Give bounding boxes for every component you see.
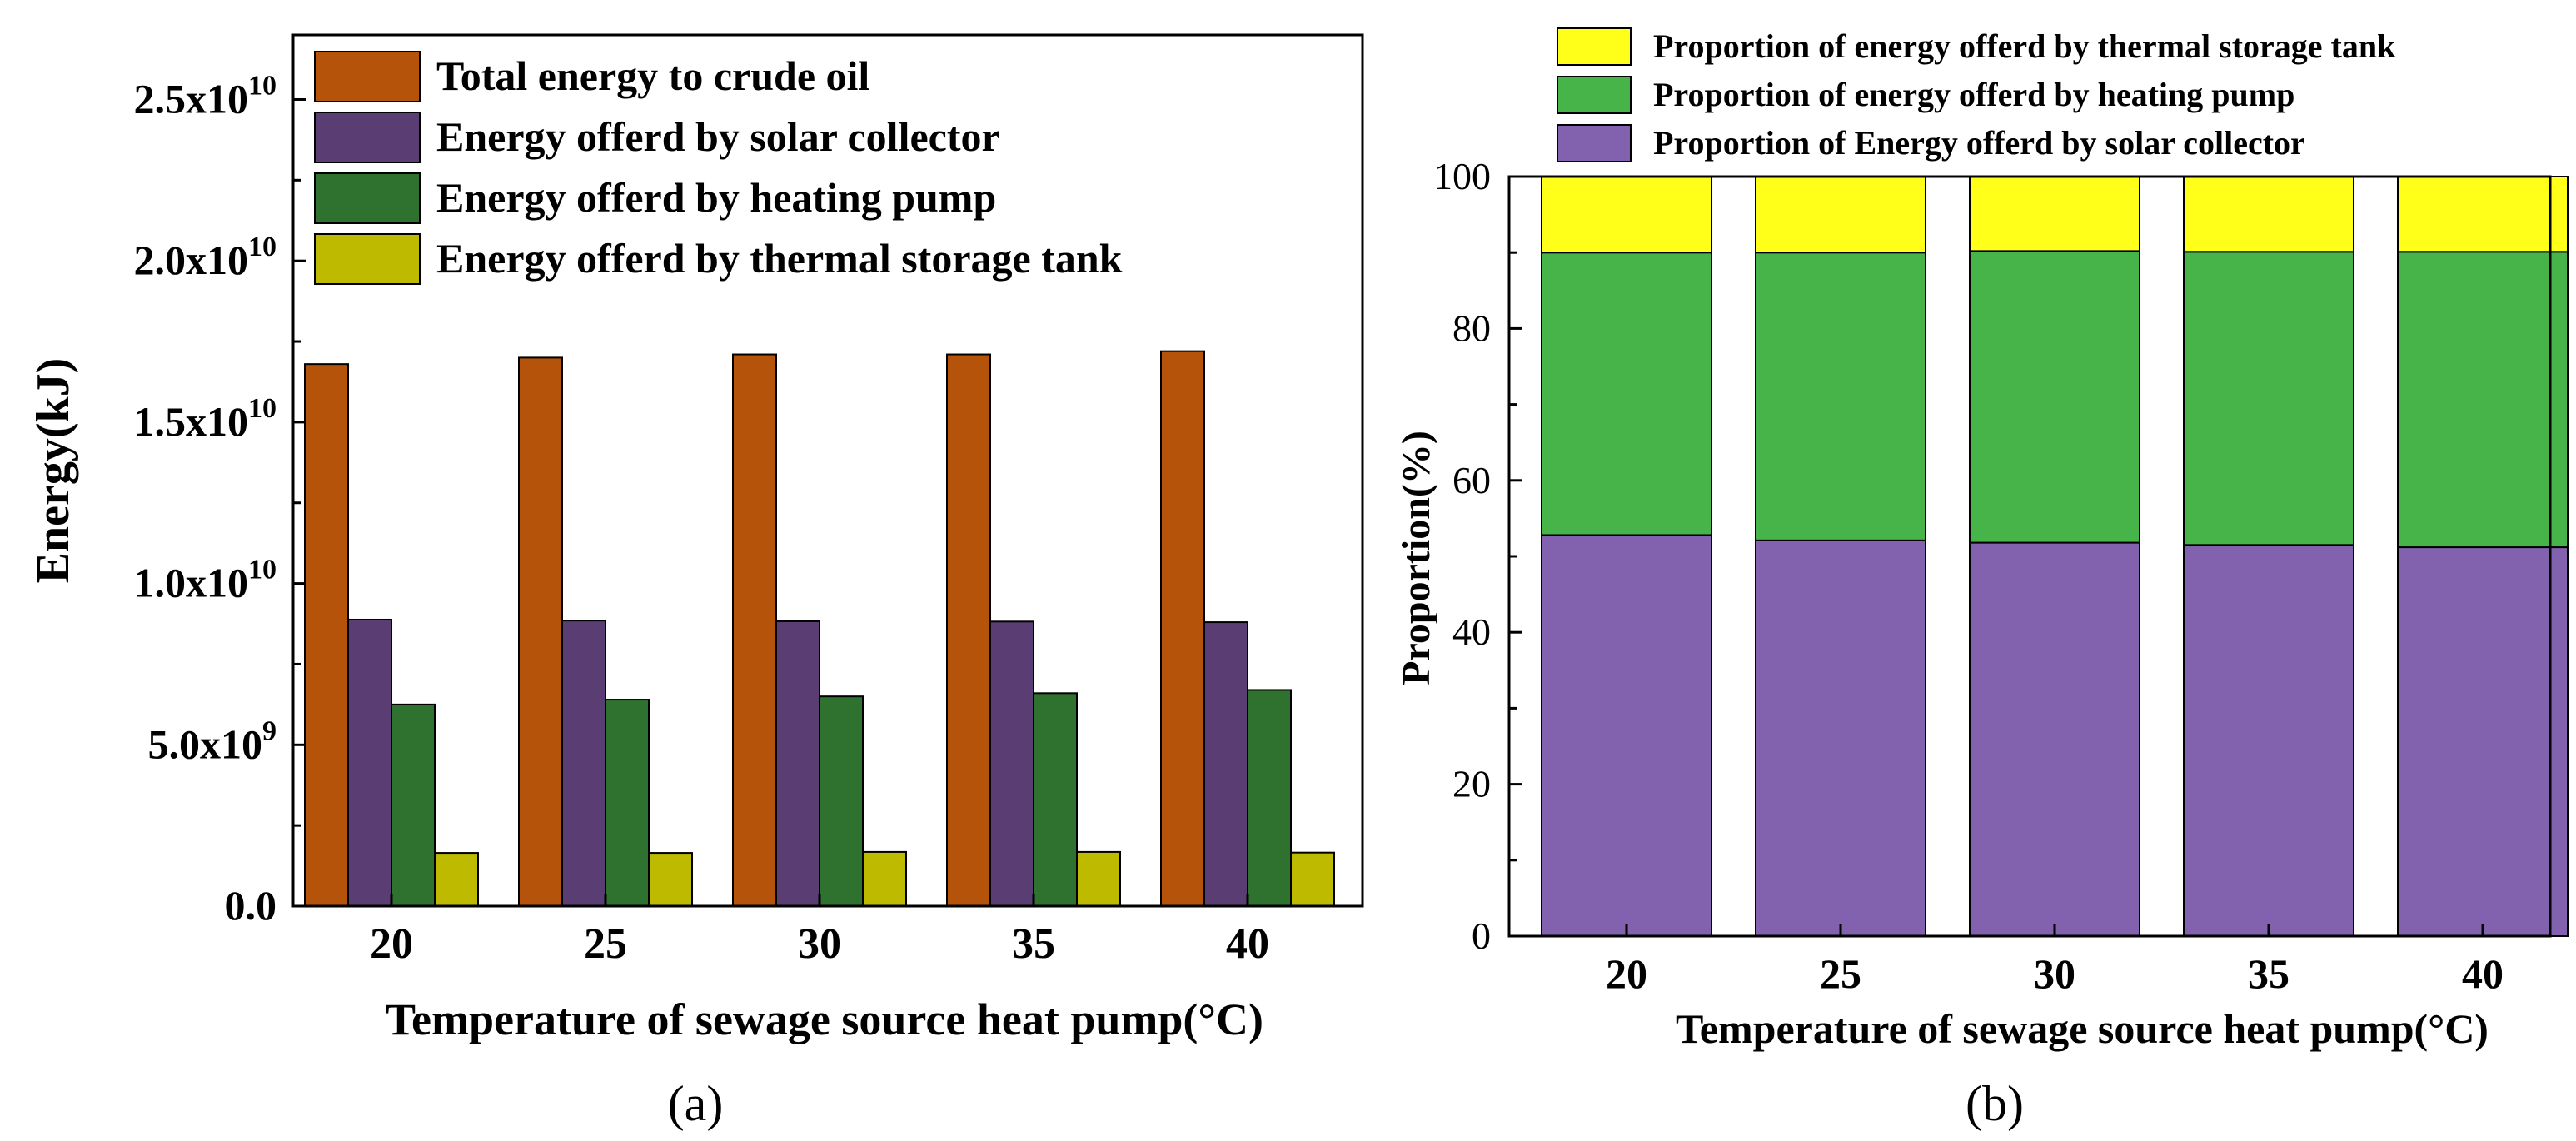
panel-b-label: (b)	[1966, 1076, 2024, 1131]
panel-a-energy-bar-chart: 0.0 5.0x109 1.0x1010 1.5x1010 2.0x1010 2.5x10…	[27, 33, 1364, 1131]
x-tick-label: 40	[2462, 950, 2504, 997]
panel-b-y-axis-label: Proportion(%)	[1394, 431, 1438, 685]
y-tick-label: 1.0x1010	[134, 555, 277, 606]
bar-total-energy-to-crude-oil-40	[1160, 350, 1205, 908]
legend-label-proportion-of-energy-offerd-by-heating-pump: Proportion of energy offerd by heating p…	[1653, 76, 2294, 113]
stacked-proportion-of-energy-offerd-by-solar-collector-40	[2397, 546, 2569, 938]
stacked-proportion-of-energy-offerd-by-heating-pump-35	[2183, 251, 2354, 546]
stacked-proportion-of-energy-offerd-by-thermal-storage-tank-35	[2183, 176, 2354, 253]
y-tick-label: 2.0x1010	[134, 232, 277, 283]
stacked-proportion-of-energy-offerd-by-solar-collector-30	[1969, 541, 2140, 937]
bar-energy-offerd-by-solar-collector-40	[1203, 621, 1248, 907]
panel-b-bars	[1541, 176, 2569, 938]
legend-swatch-proportion-of-energy-offerd-by-heating-pump	[1557, 76, 1632, 114]
legend-label-proportion-of-energy-offerd-by-thermal-storage-tank: Proportion of energy offerd by thermal s…	[1653, 27, 2396, 65]
bar-energy-offerd-by-solar-collector-35	[989, 620, 1034, 907]
legend-swatch-energy-offerd-by-heating-pump	[314, 172, 421, 224]
legend-swatch-proportion-of-energy-offerd-by-solar-collector	[1557, 124, 1632, 162]
stacked-proportion-of-energy-offerd-by-thermal-storage-tank-40	[2397, 176, 2569, 253]
bar-energy-offerd-by-thermal-storage-tank-30	[862, 850, 907, 907]
legend-swatch-proportion-of-energy-offerd-by-thermal-storage-tank	[1557, 27, 1632, 66]
x-tick-label: 30	[798, 920, 841, 968]
x-tick-label: 40	[1226, 920, 1269, 968]
panel-a-label: (a)	[668, 1076, 724, 1131]
bar-energy-offerd-by-solar-collector-20	[347, 618, 392, 908]
bar-energy-offerd-by-thermal-storage-tank-20	[434, 852, 479, 907]
bar-energy-offerd-by-heating-pump-35	[1033, 692, 1078, 907]
stacked-proportion-of-energy-offerd-by-heating-pump-20	[1541, 252, 1712, 536]
legend-label-proportion-of-energy-offerd-by-solar-collector: Proportion of Energy offerd by solar col…	[1653, 124, 2305, 162]
x-tick-label: 30	[2034, 950, 2075, 997]
panel-b-proportion-stacked-chart: 0 20 40 60 80 100 20 25 30 35 40 Proportion of en…	[1394, 27, 2569, 1131]
stacked-proportion-of-energy-offerd-by-thermal-storage-tank-25	[1755, 176, 1926, 254]
x-tick-label: 35	[1012, 920, 1055, 968]
bar-energy-offerd-by-thermal-storage-tank-25	[648, 852, 693, 907]
stacked-proportion-of-energy-offerd-by-thermal-storage-tank-30	[1969, 176, 2140, 252]
legend-label-energy-offerd-by-thermal-storage-tank: Energy offerd by thermal storage tank	[436, 235, 1123, 282]
x-tick-label: 25	[584, 920, 627, 968]
x-tick-label: 20	[370, 920, 413, 968]
y-tick-label: 0.0	[225, 882, 277, 929]
bar-total-energy-to-crude-oil-35	[946, 353, 991, 907]
stacked-proportion-of-energy-offerd-by-solar-collector-25	[1755, 539, 1926, 938]
y-tick-label: 0	[1472, 914, 1491, 957]
panel-a-x-axis-label: Temperature of sewage source heat pump(°…	[386, 994, 1263, 1044]
panel-a-x-axis: 20 25 30 35 40	[370, 894, 1269, 968]
x-tick-label: 35	[2248, 950, 2290, 997]
panel-b-y-axis: 0 20 40 60 80 100	[1433, 155, 1522, 957]
legend-label-energy-offerd-by-heating-pump: Energy offerd by heating pump	[436, 174, 996, 221]
panel-b-x-axis: 20 25 30 35 40	[1606, 924, 2504, 997]
y-tick-label: 40	[1452, 610, 1491, 653]
legend-label-energy-offerd-by-solar-collector: Energy offerd by solar collector	[436, 113, 1000, 160]
y-tick-label: 100	[1433, 155, 1491, 197]
stacked-proportion-of-energy-offerd-by-thermal-storage-tank-20	[1541, 176, 1712, 254]
bar-energy-offerd-by-solar-collector-25	[561, 620, 606, 908]
stacked-proportion-of-energy-offerd-by-heating-pump-40	[2397, 251, 2569, 549]
panel-a-y-axis: 0.0 5.0x109 1.0x1010 1.5x1010 2.0x1010 2.5x10…	[134, 70, 306, 929]
y-tick-label: 80	[1452, 306, 1491, 349]
stacked-proportion-of-energy-offerd-by-solar-collector-20	[1541, 534, 1712, 937]
y-tick-label: 5.0x109	[148, 715, 277, 767]
bar-total-energy-to-crude-oil-25	[518, 356, 563, 907]
bar-energy-offerd-by-solar-collector-30	[775, 620, 820, 907]
bar-energy-offerd-by-thermal-storage-tank-40	[1290, 851, 1335, 907]
y-tick-label: 2.5x1010	[134, 70, 277, 122]
y-tick-label: 20	[1452, 763, 1491, 805]
bar-total-energy-to-crude-oil-20	[304, 363, 349, 907]
panel-b-x-axis-label: Temperature of sewage source heat pump(°…	[1676, 1005, 2489, 1052]
bar-energy-offerd-by-heating-pump-25	[605, 699, 650, 907]
bar-energy-offerd-by-heating-pump-20	[391, 703, 436, 907]
y-tick-label: 1.5x1010	[134, 393, 277, 445]
panel-a-bars	[304, 350, 1335, 908]
panel-a-y-axis-label: Energy(kJ)	[27, 358, 79, 584]
bar-energy-offerd-by-heating-pump-30	[819, 695, 864, 907]
x-tick-label: 20	[1606, 950, 1647, 997]
bar-total-energy-to-crude-oil-30	[732, 353, 777, 907]
legend-label-total-energy-to-crude-oil: Total energy to crude oil	[436, 52, 869, 99]
panel-a-plot-frame	[291, 33, 1364, 908]
bar-energy-offerd-by-thermal-storage-tank-35	[1076, 850, 1121, 907]
panel-a-legend: Total energy to crude oil Energy offerd b…	[314, 51, 1123, 285]
y-tick-label: 60	[1452, 459, 1491, 501]
legend-swatch-energy-offerd-by-thermal-storage-tank	[314, 233, 421, 285]
stacked-proportion-of-energy-offerd-by-solar-collector-35	[2183, 544, 2354, 937]
x-tick-label: 25	[1820, 950, 1861, 997]
panel-b-legend: Proportion of energy offerd by thermal s…	[1557, 27, 2396, 162]
stacked-proportion-of-energy-offerd-by-heating-pump-30	[1969, 250, 2140, 544]
legend-swatch-total-energy-to-crude-oil	[314, 51, 421, 102]
stacked-proportion-of-energy-offerd-by-heating-pump-25	[1755, 252, 1926, 541]
legend-swatch-energy-offerd-by-solar-collector	[314, 112, 421, 163]
bar-energy-offerd-by-heating-pump-40	[1247, 689, 1292, 907]
